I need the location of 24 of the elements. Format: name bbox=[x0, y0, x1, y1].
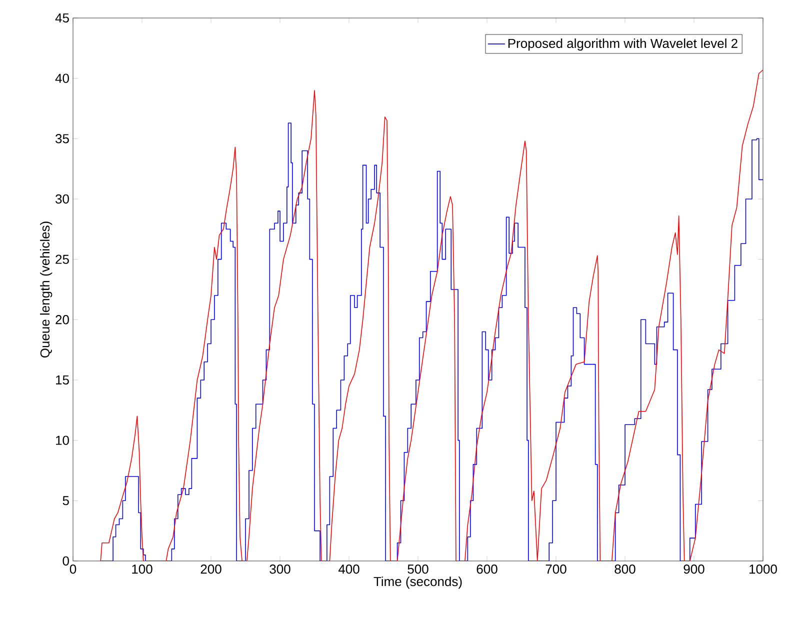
x-tick-label: 0 bbox=[70, 564, 76, 574]
y-tick-label: 10 bbox=[56, 436, 69, 445]
x-tick-label: 200 bbox=[200, 564, 222, 574]
x-tick-label: 500 bbox=[408, 564, 428, 574]
y-tick-label: 5 bbox=[62, 496, 69, 506]
x-tick-label: 700 bbox=[546, 564, 566, 574]
x-tick-label: 800 bbox=[614, 564, 636, 574]
y-tick-label: 35 bbox=[56, 134, 69, 144]
y-tick-label: 0 bbox=[62, 556, 69, 566]
x-tick-label: 100 bbox=[132, 564, 152, 574]
y-axis-title: Queue length (vehicles) bbox=[40, 222, 52, 358]
x-axis-title: Time (seconds) bbox=[374, 576, 462, 589]
x-tick-label: 900 bbox=[684, 564, 704, 574]
y-tick-label: 40 bbox=[55, 74, 69, 83]
x-tick-label: 600 bbox=[476, 564, 498, 574]
x-tick-label: 1000 bbox=[750, 564, 777, 574]
x-tick-label: 400 bbox=[338, 564, 360, 574]
x-tick-label: 300 bbox=[270, 564, 290, 574]
y-tick-label: 20 bbox=[56, 315, 69, 324]
y-tick-label: 45 bbox=[55, 13, 69, 23]
y-tick-label: 15 bbox=[56, 375, 69, 385]
legend-label: Proposed algorithm with Wavelet level 2 bbox=[508, 38, 738, 51]
y-tick-label: 25 bbox=[56, 254, 69, 264]
y-tick-label: 30 bbox=[56, 194, 69, 204]
